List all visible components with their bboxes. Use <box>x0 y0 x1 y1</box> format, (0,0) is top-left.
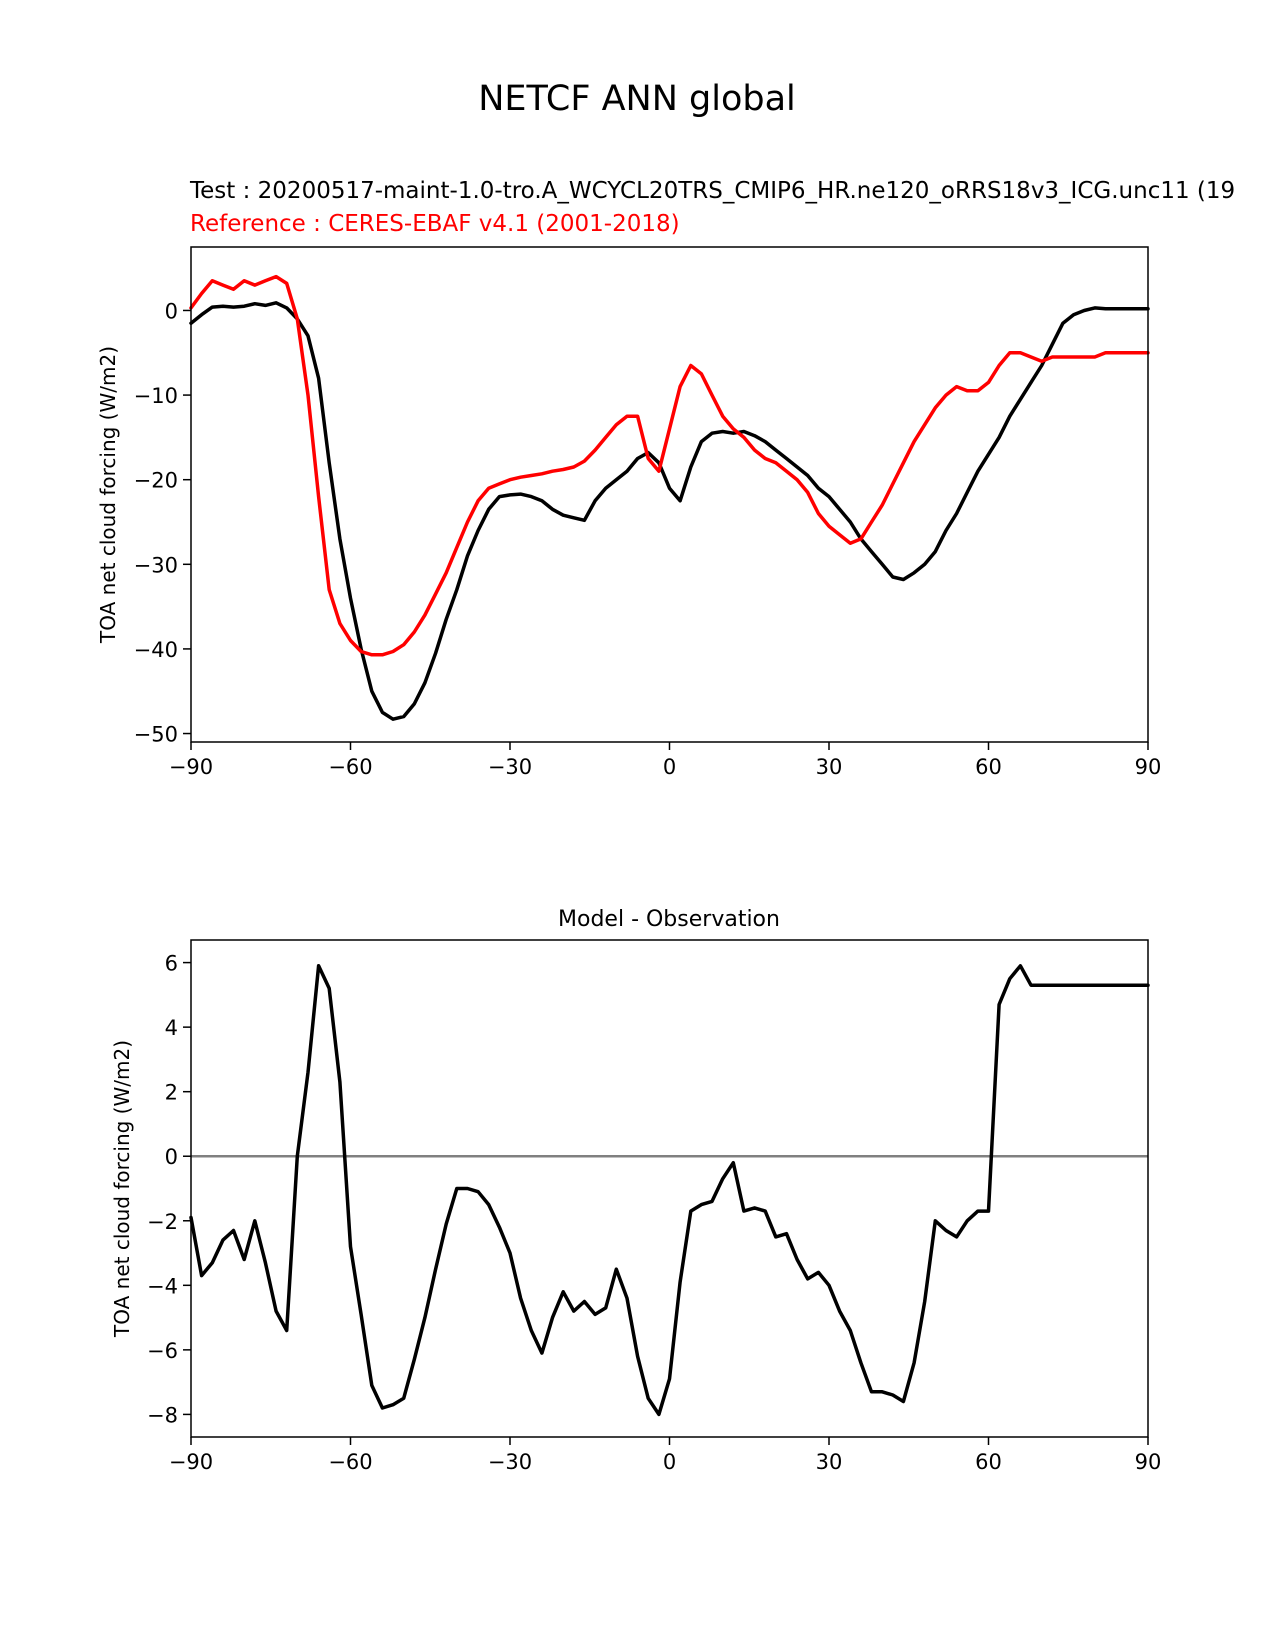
y-tick-label: 2 <box>165 1081 178 1105</box>
y-tick-label: −50 <box>134 723 178 747</box>
y-tick-label: 0 <box>165 299 178 323</box>
y-tick-label: 4 <box>165 1016 178 1040</box>
test-label: Test : 20200517-maint-1.0-tro.A_WCYCL20T… <box>189 178 1235 204</box>
y-tick-label: −6 <box>147 1339 178 1363</box>
y-tick-label: −2 <box>147 1210 178 1234</box>
y-axis-label: TOA net cloud forcing (W/m2) <box>96 346 120 644</box>
x-tick-label: 0 <box>663 755 676 779</box>
x-tick-label: 30 <box>816 1450 843 1474</box>
series-line-test <box>189 301 1150 721</box>
y-tick-label: 0 <box>165 1145 178 1169</box>
y-tick-label: 6 <box>165 952 178 976</box>
x-tick-label: 60 <box>975 755 1002 779</box>
y-tick-label: −40 <box>134 638 178 662</box>
x-tick-label: −60 <box>328 755 372 779</box>
y-tick-label: −10 <box>134 384 178 408</box>
axes-frame <box>190 939 1149 1438</box>
series-line-reference <box>189 274 1150 657</box>
reference-label: Reference : CERES-EBAF v4.1 (2001-2018) <box>190 211 680 237</box>
difference-panel-title: Model - Observation <box>558 907 780 932</box>
x-tick-label: 30 <box>816 755 843 779</box>
x-tick-label: 0 <box>663 1450 676 1474</box>
y-tick-label: −20 <box>134 469 178 493</box>
x-tick-label: −30 <box>488 755 532 779</box>
x-tick-label: −90 <box>169 1450 213 1474</box>
series-line-difference <box>189 964 1150 1417</box>
figure-title: NETCF ANN global <box>478 79 796 119</box>
x-tick-label: 60 <box>975 1450 1002 1474</box>
x-tick-label: −90 <box>169 755 213 779</box>
y-axis-label: TOA net cloud forcing (W/m2) <box>110 1040 134 1338</box>
bottom-panel: −90 −60 −30 0 30 60 90 6 4 2 0 −2 −4 −6 −8 TOA net clou… <box>110 939 1162 1474</box>
x-tick-label: 90 <box>1135 1450 1162 1474</box>
x-tick-label: −60 <box>328 1450 372 1474</box>
x-tick-label: 90 <box>1135 755 1162 779</box>
y-tick-label: −8 <box>147 1403 178 1427</box>
x-tick-label: −30 <box>488 1450 532 1474</box>
top-panel: −90 −60 −30 0 30 60 90 0 −10 −20 −30 −40 −50 TOA net … <box>96 246 1162 779</box>
y-tick-label: −4 <box>147 1274 178 1298</box>
y-tick-label: −30 <box>134 553 178 577</box>
